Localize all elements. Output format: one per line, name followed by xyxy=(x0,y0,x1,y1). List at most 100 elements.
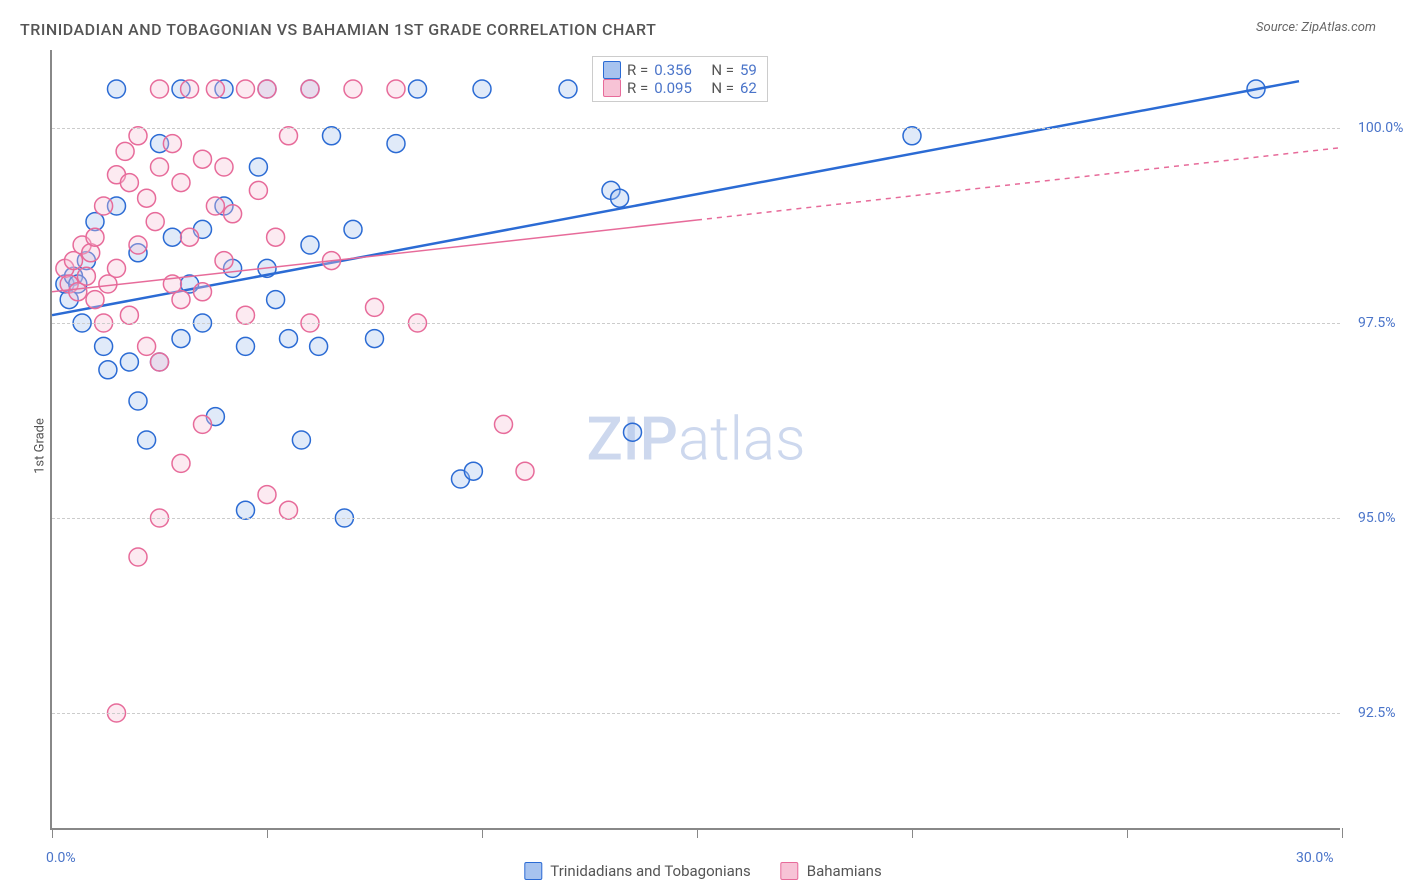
y-tick-label: 97.5% xyxy=(1358,315,1396,331)
data-point xyxy=(129,236,147,254)
stats-row-0: R = 0.356 N = 59 xyxy=(603,61,757,79)
data-point xyxy=(116,142,134,160)
data-point xyxy=(237,501,255,519)
x-tick-label: 0.0% xyxy=(46,850,76,866)
data-point xyxy=(206,197,224,215)
chart-title: TRINIDADIAN AND TOBAGONIAN VS BAHAMIAN 1… xyxy=(20,20,656,39)
data-point xyxy=(559,80,577,98)
data-point xyxy=(258,486,276,504)
y-tick-label: 100.0% xyxy=(1358,120,1403,136)
data-point xyxy=(344,80,362,98)
y-tick-label: 92.5% xyxy=(1358,705,1396,721)
data-point xyxy=(172,330,190,348)
data-point xyxy=(215,158,233,176)
chart-svg xyxy=(52,50,1340,828)
data-point xyxy=(99,361,117,379)
x-tick xyxy=(697,828,698,838)
data-point xyxy=(301,236,319,254)
data-point xyxy=(86,228,104,246)
data-point xyxy=(120,353,138,371)
stats-swatch-1 xyxy=(603,79,621,97)
data-point xyxy=(387,135,405,153)
data-point xyxy=(495,415,513,433)
data-point xyxy=(194,415,212,433)
source-attribution: Source: ZipAtlas.com xyxy=(1256,20,1376,35)
data-point xyxy=(108,80,126,98)
data-point xyxy=(516,462,534,480)
data-point xyxy=(280,127,298,145)
data-point xyxy=(280,330,298,348)
stats-n-value-1: 62 xyxy=(740,79,757,97)
data-point xyxy=(292,431,310,449)
data-point xyxy=(138,337,156,355)
y-axis-label: 1st Grade xyxy=(32,418,47,474)
stats-r-value-1: 0.095 xyxy=(654,79,692,97)
data-point xyxy=(903,127,921,145)
data-point xyxy=(301,80,319,98)
x-tick xyxy=(1127,828,1128,838)
gridline-h xyxy=(52,713,1340,714)
x-tick xyxy=(52,828,53,838)
data-point xyxy=(366,298,384,316)
data-point xyxy=(473,80,491,98)
data-point xyxy=(237,306,255,324)
bottom-legend-swatch-1 xyxy=(781,862,799,880)
bottom-legend-item-0: Trinidadians and Tobagonians xyxy=(524,862,750,880)
bottom-legend-label-1: Bahamians xyxy=(807,862,882,880)
stats-n-label-1: N = xyxy=(711,79,734,97)
stats-r-label-1: R = xyxy=(627,79,648,97)
data-point xyxy=(194,283,212,301)
data-point xyxy=(120,306,138,324)
data-point xyxy=(129,392,147,410)
stats-n-value-0: 59 xyxy=(740,61,757,79)
data-point xyxy=(146,213,164,231)
plot-area: ZIPatlas R = 0.356 N = 59 R = 0.095 N = … xyxy=(50,50,1340,830)
bottom-legend: Trinidadians and Tobagonians Bahamians xyxy=(524,862,881,880)
data-point xyxy=(267,228,285,246)
data-point xyxy=(151,158,169,176)
data-point xyxy=(280,501,298,519)
gridline-h xyxy=(52,323,1340,324)
stats-legend: R = 0.356 N = 59 R = 0.095 N = 62 xyxy=(592,56,768,102)
stats-r-label-0: R = xyxy=(627,61,648,79)
trend-line xyxy=(52,81,1299,315)
data-point xyxy=(151,353,169,371)
data-point xyxy=(249,158,267,176)
trend-line-dashed xyxy=(697,148,1342,221)
x-tick-label: 30.0% xyxy=(1296,850,1334,866)
data-point xyxy=(249,181,267,199)
stats-r-value-0: 0.356 xyxy=(654,61,692,79)
stats-row-1: R = 0.095 N = 62 xyxy=(603,79,757,97)
data-point xyxy=(138,431,156,449)
trend-line-solid xyxy=(52,220,697,292)
data-point xyxy=(387,80,405,98)
bottom-legend-label-0: Trinidadians and Tobagonians xyxy=(550,862,750,880)
data-point xyxy=(464,462,482,480)
bottom-legend-item-1: Bahamians xyxy=(781,862,882,880)
data-point xyxy=(95,337,113,355)
x-tick xyxy=(912,828,913,838)
data-point xyxy=(344,220,362,238)
gridline-h xyxy=(52,128,1340,129)
data-point xyxy=(172,454,190,472)
data-point xyxy=(237,337,255,355)
data-point xyxy=(120,174,138,192)
data-point xyxy=(138,189,156,207)
data-point xyxy=(108,259,126,277)
data-point xyxy=(237,80,255,98)
data-point xyxy=(95,197,113,215)
data-point xyxy=(151,80,169,98)
data-point xyxy=(267,291,285,309)
data-point xyxy=(611,189,629,207)
data-point xyxy=(129,548,147,566)
data-point xyxy=(86,291,104,309)
bottom-legend-swatch-0 xyxy=(524,862,542,880)
data-point xyxy=(172,174,190,192)
data-point xyxy=(366,330,384,348)
data-point xyxy=(258,80,276,98)
data-point xyxy=(206,80,224,98)
data-point xyxy=(181,80,199,98)
data-point xyxy=(172,291,190,309)
data-point xyxy=(77,267,95,285)
x-tick xyxy=(1342,828,1343,838)
